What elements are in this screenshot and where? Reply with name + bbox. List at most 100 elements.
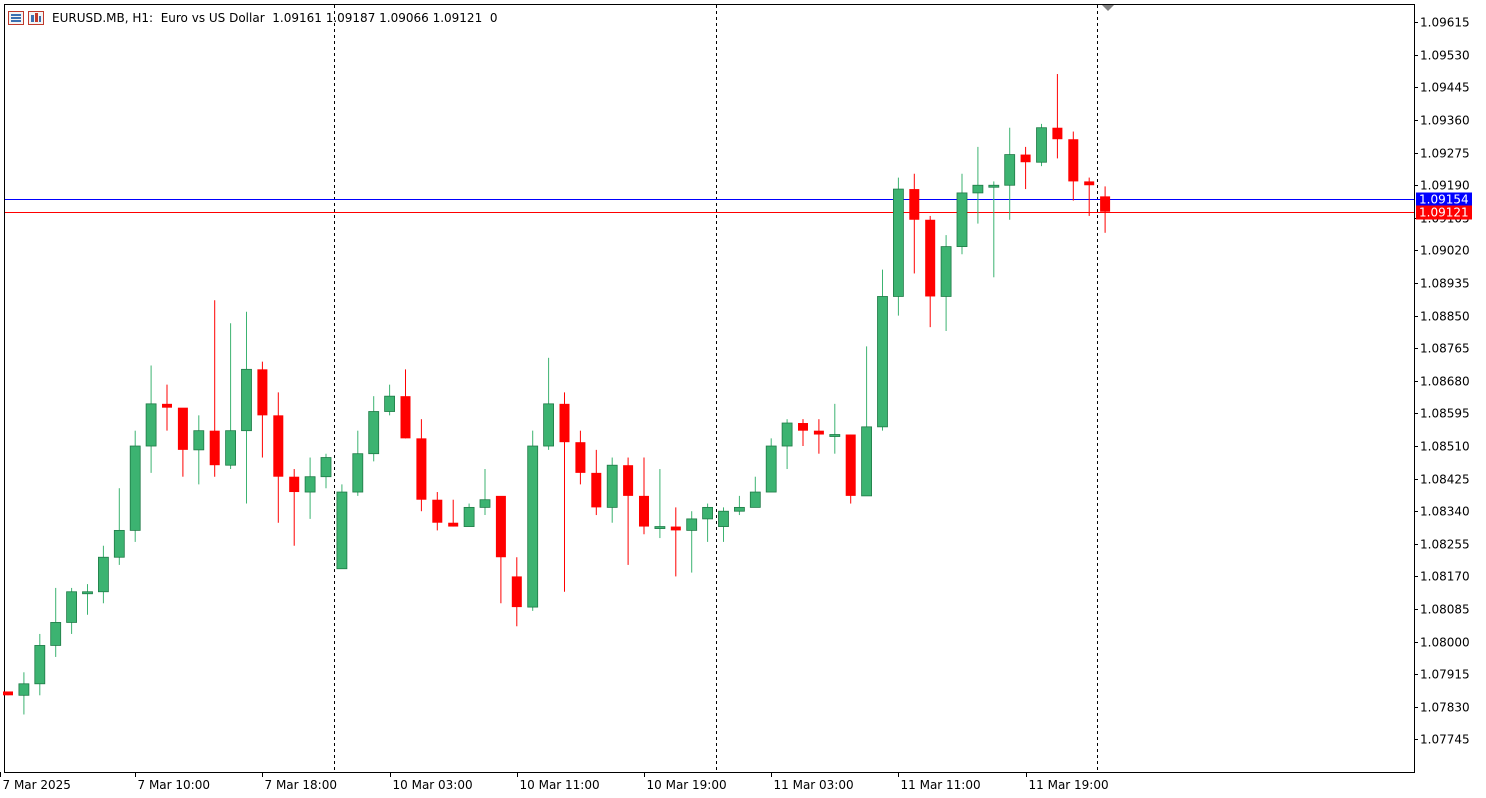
candle[interactable] bbox=[606, 457, 618, 523]
candle[interactable] bbox=[368, 396, 380, 462]
candle[interactable] bbox=[813, 419, 824, 454]
candle[interactable] bbox=[129, 430, 141, 542]
candle-body bbox=[352, 453, 364, 493]
candle[interactable] bbox=[50, 587, 62, 657]
candle-body bbox=[162, 403, 172, 408]
candle[interactable] bbox=[241, 311, 252, 504]
candle[interactable] bbox=[686, 511, 698, 573]
candle[interactable] bbox=[956, 173, 968, 255]
candle[interactable] bbox=[320, 453, 332, 489]
candle-body bbox=[861, 426, 872, 497]
candle[interactable] bbox=[1004, 127, 1016, 220]
candle[interactable] bbox=[988, 181, 1000, 278]
candle[interactable] bbox=[925, 215, 936, 328]
candle-body bbox=[781, 422, 793, 447]
candle[interactable] bbox=[225, 323, 237, 470]
candle[interactable] bbox=[432, 492, 443, 531]
candle[interactable] bbox=[495, 495, 506, 604]
candle[interactable] bbox=[829, 403, 841, 454]
candle[interactable] bbox=[193, 415, 205, 485]
candle[interactable] bbox=[145, 365, 157, 473]
candle[interactable] bbox=[177, 407, 188, 477]
candle-body bbox=[225, 430, 237, 466]
candle[interactable] bbox=[18, 672, 30, 715]
candle[interactable] bbox=[113, 488, 125, 565]
candle[interactable] bbox=[781, 419, 793, 470]
candle-body bbox=[1100, 196, 1111, 212]
candle[interactable] bbox=[845, 434, 856, 504]
candle[interactable] bbox=[623, 457, 634, 565]
candle[interactable] bbox=[893, 177, 904, 316]
candle[interactable] bbox=[400, 369, 411, 439]
candle[interactable] bbox=[1068, 131, 1079, 201]
candle[interactable] bbox=[639, 457, 649, 535]
candle[interactable] bbox=[289, 469, 300, 546]
candle[interactable] bbox=[749, 476, 761, 508]
candle[interactable] bbox=[82, 584, 93, 615]
candle[interactable] bbox=[273, 392, 284, 523]
price-axis[interactable]: 1.09615 1.09530 1.09445 1.09360 1.09275 1.091… bbox=[1414, 16, 1470, 747]
candle[interactable] bbox=[384, 384, 396, 416]
candle[interactable] bbox=[1020, 146, 1031, 190]
price-tick-label: 1.08000 bbox=[1420, 636, 1470, 650]
candle[interactable] bbox=[798, 419, 808, 447]
candle[interactable] bbox=[34, 633, 46, 696]
candle-body bbox=[495, 495, 506, 558]
candle[interactable] bbox=[575, 430, 586, 485]
candle[interactable] bbox=[940, 235, 952, 331]
price-tick-label: 1.07745 bbox=[1420, 733, 1470, 747]
candle[interactable] bbox=[1100, 186, 1111, 233]
candle-body bbox=[1036, 127, 1047, 163]
candle[interactable] bbox=[463, 503, 475, 527]
candle[interactable] bbox=[209, 300, 220, 477]
time-tick-label: 11 Mar 19:00 bbox=[1029, 778, 1109, 792]
candle-body bbox=[829, 434, 841, 437]
candles bbox=[3, 74, 1111, 715]
price-tick-label: 1.09530 bbox=[1420, 49, 1470, 63]
candle[interactable] bbox=[1052, 74, 1063, 159]
candle[interactable] bbox=[670, 507, 681, 577]
candle-body bbox=[479, 499, 491, 508]
candle-body bbox=[893, 188, 904, 297]
candle[interactable] bbox=[479, 469, 491, 516]
candle-body bbox=[416, 438, 427, 500]
candle[interactable] bbox=[304, 457, 316, 519]
candle[interactable] bbox=[257, 361, 268, 458]
candle[interactable] bbox=[877, 269, 888, 431]
candle[interactable] bbox=[1084, 177, 1095, 216]
candle[interactable] bbox=[527, 430, 539, 611]
candle[interactable] bbox=[972, 146, 984, 224]
candle[interactable] bbox=[1036, 123, 1047, 167]
candle-body bbox=[209, 430, 220, 466]
time-axis[interactable]: 7 Mar 2025 7 Mar 10:00 7 Mar 18:00 10 Mar 0… bbox=[0, 772, 1109, 792]
candle[interactable] bbox=[511, 557, 522, 627]
candle[interactable] bbox=[765, 438, 777, 493]
candle-body bbox=[241, 368, 252, 432]
candle[interactable] bbox=[543, 357, 554, 450]
candle[interactable] bbox=[591, 449, 602, 516]
candle[interactable] bbox=[98, 545, 109, 604]
candle[interactable] bbox=[162, 384, 172, 431]
candle[interactable] bbox=[718, 507, 729, 542]
chart-window-icon[interactable] bbox=[8, 11, 24, 25]
candle[interactable] bbox=[416, 419, 427, 512]
candle-body bbox=[273, 415, 284, 477]
candle[interactable] bbox=[336, 484, 348, 570]
candle[interactable] bbox=[654, 469, 666, 539]
candle[interactable] bbox=[448, 499, 459, 527]
candle[interactable] bbox=[66, 587, 77, 634]
candle[interactable] bbox=[559, 392, 570, 592]
candle[interactable] bbox=[702, 503, 713, 542]
candle[interactable] bbox=[734, 495, 745, 516]
candle[interactable] bbox=[909, 173, 920, 274]
price-tick-label: 1.09445 bbox=[1420, 81, 1470, 95]
candle[interactable] bbox=[861, 346, 872, 497]
candle[interactable] bbox=[352, 430, 364, 496]
indicator-list-icon[interactable] bbox=[28, 11, 44, 25]
candle-body bbox=[18, 683, 30, 696]
candle-body bbox=[145, 403, 157, 447]
candle[interactable] bbox=[3, 691, 13, 696]
chart-shift-marker[interactable] bbox=[1102, 5, 1114, 11]
